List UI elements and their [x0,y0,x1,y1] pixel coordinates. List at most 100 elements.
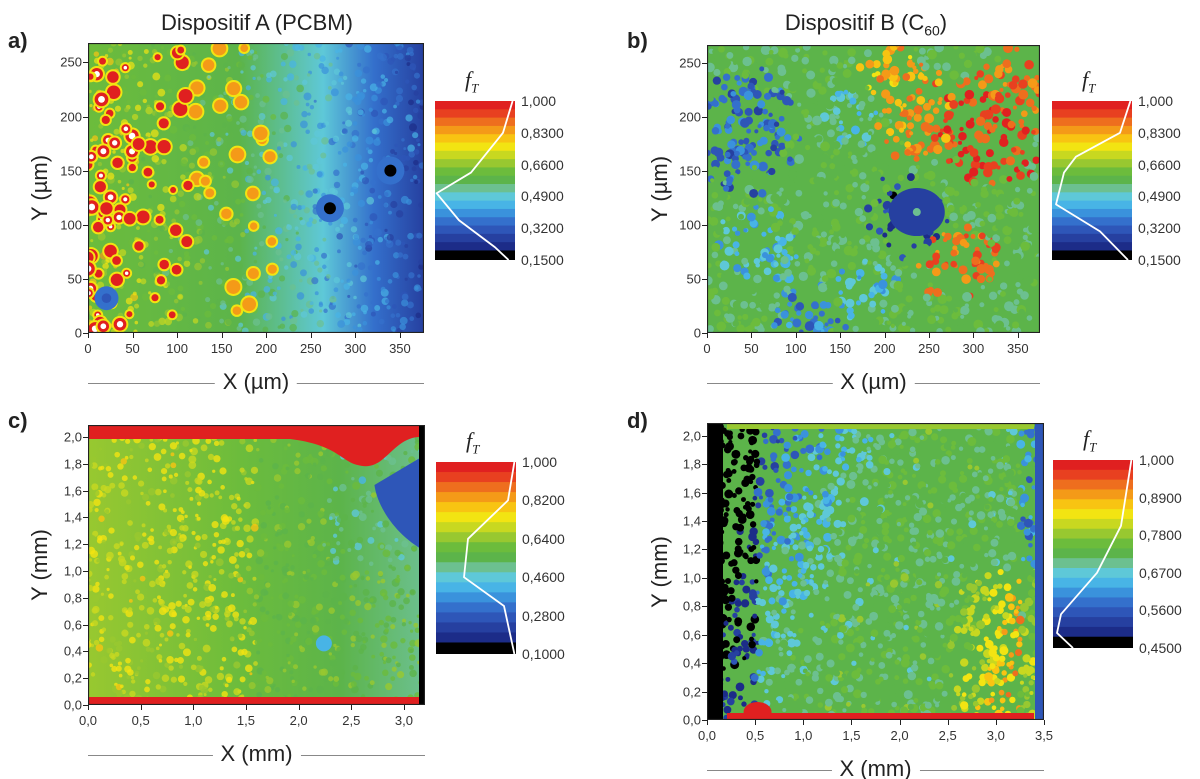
colorbar-step [436,472,516,483]
y-tick-label: 0,6 [682,627,701,643]
x-tick-mark [351,705,353,710]
colorbar-step [435,217,515,227]
x-tick-mark [995,720,997,725]
y-tick-label: 1,8 [63,456,82,472]
x-tick-label: 1,0 [184,713,203,728]
histogram-curve [435,101,514,260]
colorbar-step [1052,109,1132,119]
x-tick-label: 0 [84,341,92,356]
x-tick-label: 100 [784,341,807,356]
y-tick-label: 1,0 [63,563,82,579]
x-tick-mark [929,333,930,338]
colorbar-step [1053,558,1133,569]
x-tick-mark [707,333,708,338]
y-tick-mark [702,464,707,466]
colorbar [436,462,516,654]
panel-label: a) [8,28,28,53]
colorbar-step [436,522,516,533]
x-tick-label: 100 [166,341,188,356]
colorbar-step [1053,587,1133,598]
y-tick-label: 250 [60,54,82,70]
y-tick-label: 1,0 [682,570,701,586]
colorbar-step [435,225,515,235]
colorbar-step [1053,577,1133,589]
panel-label: b) [627,28,648,53]
y-tick-label: 200 [679,109,701,125]
x-tick-mark [947,720,949,725]
y-tick-mark [702,691,707,693]
x-axis-title: X (µm) [832,369,915,395]
x-tick-label: 2,0 [890,728,909,743]
colorbar-step [435,242,515,251]
y-tick-label: 1,2 [63,536,82,552]
colorbar-step [436,622,516,633]
colorbar-step [435,142,515,152]
heatmap [707,423,1044,720]
x-tick-mark [899,720,901,725]
colorbar-step [1052,192,1132,202]
colorbar-title-f: f [466,428,473,453]
y-tick-mark [702,521,707,523]
colorbar-step [1053,499,1133,510]
y-tick-mark [83,624,88,626]
colorbar-step [435,184,515,193]
y-tick-mark [83,490,88,492]
x-tick-label: 3,0 [986,728,1005,743]
x-tick-mark [840,333,842,338]
y-tick-label: 50 [686,271,701,287]
y-tick-mark [83,597,88,599]
colorbar-step [1053,509,1133,520]
y-tick-label: 150 [60,163,82,179]
colorbar-step [435,117,515,127]
y-axis-title: Y (µm) [647,155,672,223]
y-tick-label: 1,6 [682,485,701,501]
x-tick-mark [298,705,300,710]
y-tick-label: 0,0 [63,697,82,713]
colorbar-step [435,200,515,210]
colorbar-tick-label: 1,000 [1139,452,1175,468]
heatmap [88,425,425,705]
x-tick-label: 50 [125,341,140,356]
colorbar-step [1053,479,1133,490]
x-tick-label: 200 [873,341,896,356]
colorbar-step [435,192,515,202]
y-tick-mark [83,170,88,172]
x-tick-label: 300 [962,341,985,356]
colorbar-step [435,109,515,119]
colorbar-step [1052,200,1132,210]
x-tick-mark [751,333,753,338]
y-tick-label: 0,8 [63,590,82,606]
colorbar-step [1052,125,1132,135]
colorbar-title-sub: T [1089,439,1097,455]
plot-frame [88,43,424,333]
x-tick-mark [140,705,142,710]
colorbar-title-sub: T [471,80,479,96]
y-tick-label: 2,0 [682,428,701,444]
x-tick-mark [310,333,312,338]
colorbar-title-f: f [1082,67,1089,92]
y-tick-mark [83,62,88,64]
colorbar-step [436,592,516,603]
y-tick-label: 1,6 [63,483,82,499]
x-tick-label: 1,5 [236,713,256,728]
x-tick-mark [88,333,89,338]
colorbar-tick-label: 0,1000 [522,646,565,662]
colorbar-step [435,101,515,110]
x-tick-label: 300 [344,341,367,356]
x-tick-mark [403,705,405,710]
heatmap [88,43,424,333]
colorbar-step [436,632,516,643]
colorbar-step [1052,150,1132,160]
x-tick-label: 2,5 [938,728,957,743]
y-tick-mark [702,720,707,721]
y-tick-mark [702,606,707,608]
x-tick-label: 3,0 [394,713,413,728]
colorbar-step [436,572,516,583]
x-tick-label: 50 [744,341,759,356]
x-tick-label: 2,5 [342,713,361,728]
x-axis-title: X (µm) [214,369,298,395]
y-tick-mark [702,634,707,636]
colorbar-tick-label: 0,4500 [1139,640,1182,656]
x-tick-mark [1044,720,1045,725]
colorbar-step [436,462,516,473]
